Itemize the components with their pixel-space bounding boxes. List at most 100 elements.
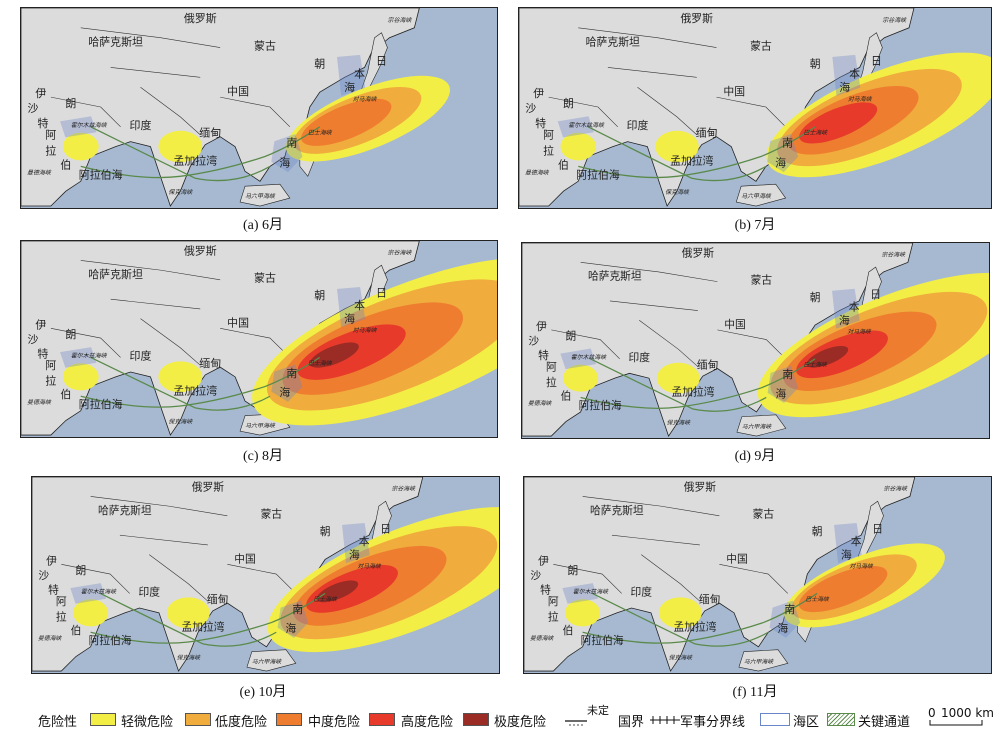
hazard-bengal xyxy=(656,362,700,394)
map-label-saudi2: 特 xyxy=(37,347,48,361)
border-3 xyxy=(639,319,699,367)
legend-swatch-sea xyxy=(760,713,790,726)
sea-zone-japan xyxy=(337,54,366,96)
map-august: 俄罗斯 哈萨克斯坦 蒙古 中国 印度 孟加拉湾 阿拉伯海伊朗沙特阿拉伯缅甸南海日本海朝霍尔木… xyxy=(20,240,498,438)
map-label-south-china-sea-2: 海 xyxy=(286,622,297,635)
corridor-route-1 xyxy=(90,592,326,644)
hazard-bengal xyxy=(655,130,699,163)
map-label-saudi3: 阿 xyxy=(543,129,554,142)
legend-title: 危险性 xyxy=(38,715,78,730)
map-label-strait-bashi: 巴士海峡 xyxy=(805,596,830,603)
map-label-strait-bashi: 巴士海峡 xyxy=(803,130,828,137)
map-label-saudi2: 特 xyxy=(535,116,546,130)
map-october: 俄罗斯 哈萨克斯坦 蒙古 中国 印度 孟加拉湾 阿拉伯海伊朗沙特阿拉伯缅甸南海日本海朝霍尔木… xyxy=(31,476,500,674)
map-label-japan-sea: 海 xyxy=(344,312,355,326)
military-line-icon xyxy=(650,716,680,724)
caption-september: (d) 9月 xyxy=(734,449,776,464)
scale-zero: 0 xyxy=(928,706,936,720)
map-label-myanmar: 缅甸 xyxy=(199,126,221,140)
map-label-japan: 日 xyxy=(870,288,881,301)
map-label-china: 中国 xyxy=(726,552,747,565)
map-label-arabian-sea: 阿拉伯海 xyxy=(89,634,132,647)
map-label-korea: 朝 xyxy=(810,291,821,304)
map-label-strait-bashi: 巴士海峡 xyxy=(803,362,828,369)
map-label-japan2: 本 xyxy=(851,535,862,548)
map-label-south-china-sea-1: 南 xyxy=(782,137,793,150)
map-label-saudi2: 特 xyxy=(48,583,59,596)
corridor-route-1 xyxy=(582,592,818,644)
border-1 xyxy=(582,496,720,517)
map-label-saudi5: 伯 xyxy=(563,624,574,637)
border-4 xyxy=(553,564,622,594)
corridor-route-1 xyxy=(80,126,321,179)
scale-label: 1000 km xyxy=(941,706,994,720)
caption-october: (e) 10月 xyxy=(239,685,287,700)
map-label-japan: 日 xyxy=(872,522,883,535)
map-label-korea: 朝 xyxy=(314,289,325,302)
sea-zone-south-china xyxy=(277,600,309,638)
map-label-korea: 朝 xyxy=(314,57,325,70)
border-3 xyxy=(149,554,209,602)
hazard-zone-medium xyxy=(301,98,392,146)
map-label-india: 印度 xyxy=(138,585,160,598)
map-label-strait-malacca: 马六甲海峡 xyxy=(252,658,282,665)
corridor-route-2 xyxy=(590,358,767,412)
map-label-strait-tsushima: 对马海峡 xyxy=(357,563,382,570)
legend-label-slight: 轻微危险 xyxy=(121,715,174,730)
legend-label-extreme: 极度危险 xyxy=(494,715,547,730)
hazard-arabian xyxy=(62,363,99,391)
map-label-saudi5: 伯 xyxy=(60,387,71,401)
legend-swatch-extreme xyxy=(463,713,489,726)
map-label-strait-tsushima: 对马海峡 xyxy=(353,96,378,103)
map-label-china: 中国 xyxy=(227,85,249,98)
border-3 xyxy=(140,318,201,366)
map-label-korea: 朝 xyxy=(812,525,823,538)
map-label-korea: 朝 xyxy=(810,57,821,70)
map-label-south-china-sea-1: 南 xyxy=(784,603,795,616)
map-label-saudi3: 阿 xyxy=(546,360,557,373)
legend-label-high: 高度危险 xyxy=(401,715,454,730)
map-label-bangladesh: 孟加拉湾 xyxy=(181,620,224,633)
map-label-saudi4: 拉 xyxy=(548,611,559,624)
indonesia-island xyxy=(736,414,787,437)
legend-undetermined: 未定 xyxy=(587,704,609,717)
border-5 xyxy=(227,564,296,594)
map-label-mongolia: 蒙古 xyxy=(750,40,772,53)
border-5 xyxy=(717,329,786,360)
map-label-iran: 伊 xyxy=(46,554,57,567)
sea-zone-japan xyxy=(337,286,366,328)
indonesia-island xyxy=(246,649,297,672)
border-1 xyxy=(80,260,221,281)
border-2 xyxy=(611,534,700,546)
map-label-india: 印度 xyxy=(629,351,651,364)
map-label-mongolia: 蒙古 xyxy=(254,272,276,285)
map-label-saudi2: 特 xyxy=(37,116,48,130)
map-label-south-china-sea-1: 南 xyxy=(286,367,297,380)
japan-island xyxy=(857,500,884,557)
sea-zone-south-china xyxy=(769,600,801,638)
hazard-arabian xyxy=(563,364,599,392)
map-label-strait-hormuz: 霍尔木兹海峡 xyxy=(71,122,108,129)
border-5 xyxy=(716,96,786,128)
map-label-iran: 伊 xyxy=(533,87,544,100)
map-label-saudi5: 伯 xyxy=(60,157,71,171)
map-label-strait-palk: 保克海峡 xyxy=(665,189,690,196)
map-label-bangladesh: 孟加拉湾 xyxy=(173,383,217,397)
map-label-saudi3: 阿 xyxy=(45,129,56,142)
map-label-russia: 俄罗斯 xyxy=(684,481,717,494)
map-label-japan2: 本 xyxy=(354,66,365,80)
map-label-russia: 俄罗斯 xyxy=(680,12,713,25)
map-label-china: 中国 xyxy=(724,318,745,331)
map-label-strait-mandeb: 曼德海峡 xyxy=(27,169,52,176)
legend-corridor: 关键通道 xyxy=(858,715,911,730)
map-label-bangladesh: 孟加拉湾 xyxy=(672,386,715,399)
map-label-south-china-sea-2: 海 xyxy=(279,155,290,169)
sea-zone-south-china xyxy=(271,364,303,402)
hazard-arabian xyxy=(73,599,109,627)
sea-zone-south-china xyxy=(271,133,303,173)
map-label-strait-bashi: 巴士海峡 xyxy=(308,130,333,137)
map-label-kazakhstan: 哈萨克斯坦 xyxy=(88,267,143,281)
corridor-route-2 xyxy=(90,126,271,182)
legend-sea: 海区 xyxy=(793,715,820,730)
